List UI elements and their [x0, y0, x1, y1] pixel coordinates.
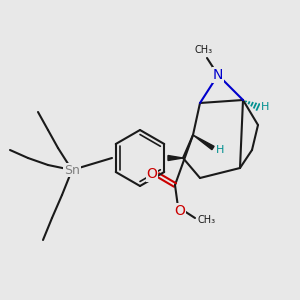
Text: O: O: [175, 204, 185, 218]
Text: CH₃: CH₃: [195, 45, 213, 55]
Text: CH₃: CH₃: [198, 215, 216, 225]
Text: N: N: [213, 68, 223, 82]
Polygon shape: [168, 155, 183, 160]
Text: O: O: [147, 167, 158, 181]
Text: H: H: [216, 145, 224, 155]
Text: H: H: [261, 102, 269, 112]
Polygon shape: [193, 135, 214, 150]
Text: Sn: Sn: [64, 164, 80, 176]
